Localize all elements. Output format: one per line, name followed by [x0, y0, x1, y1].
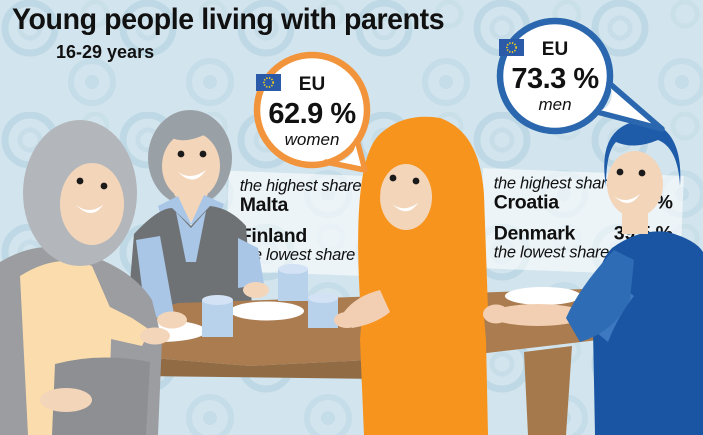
father-hair-fringe — [159, 118, 225, 172]
daughter-smile — [392, 203, 418, 212]
son-eye-right — [638, 169, 646, 177]
mother-hands-lap — [40, 388, 92, 412]
eu-flag-icon — [256, 74, 281, 91]
son-sleeve — [566, 250, 634, 342]
son-eye-left — [616, 168, 624, 176]
father-hand-right — [243, 282, 269, 298]
mother-smile — [76, 205, 103, 213]
daughter-body — [360, 238, 488, 435]
son-smile — [614, 194, 640, 204]
father-shirt-front — [176, 211, 206, 262]
daughter-hand — [334, 312, 360, 328]
mother-hair-fringe — [57, 134, 127, 184]
men-speech-bubble: EU 73.3 % men — [496, 16, 676, 166]
men-eu-label-row: EU — [499, 39, 569, 61]
mother-face — [60, 163, 124, 245]
page-title: Young people living with parents — [12, 3, 445, 36]
father-eye-right — [199, 150, 207, 158]
page-subtitle: 16-29 years — [56, 42, 155, 62]
mother-eye-left — [76, 177, 84, 185]
plate — [230, 301, 304, 321]
mother-figure — [0, 120, 170, 435]
daughter-hair-fringe — [379, 127, 466, 200]
father-smile — [178, 170, 206, 180]
mother-eye-right — [100, 182, 108, 190]
table-leg — [524, 346, 572, 435]
mother-sleeve — [96, 300, 150, 346]
eu-flag-icon — [499, 39, 524, 56]
women-group-label: women — [284, 130, 340, 150]
women-eu-label-row: EU — [256, 74, 326, 96]
men-group-label: men — [538, 95, 572, 115]
father-face — [162, 132, 220, 200]
cup — [202, 295, 233, 337]
mother-hand — [140, 327, 170, 345]
men-bubble-shape — [496, 17, 665, 135]
daughter-eye-left — [389, 174, 397, 182]
plate — [505, 287, 581, 305]
daughter-figure — [334, 116, 488, 435]
women-eu-value: 62.9 % — [268, 98, 356, 130]
father-neck — [174, 194, 208, 222]
women-bubble-shape — [253, 51, 371, 173]
cup — [308, 293, 338, 328]
cup — [278, 264, 308, 301]
women-eu-label: EU — [298, 74, 326, 95]
mother-skirt — [52, 357, 150, 435]
father-sleeve-right — [238, 238, 264, 288]
women-speech-bubble: EU 62.9 % women — [238, 48, 388, 198]
daughter-eye-right — [412, 177, 420, 185]
son-forearm — [490, 304, 586, 326]
father-hand-left — [157, 311, 187, 329]
son-hair — [604, 120, 681, 186]
men-eu-value: 73.3 % — [511, 63, 599, 95]
son-figure — [483, 120, 703, 435]
men-eu-label: EU — [541, 39, 569, 60]
father-eye-left — [177, 150, 185, 158]
son-hand — [483, 304, 509, 324]
